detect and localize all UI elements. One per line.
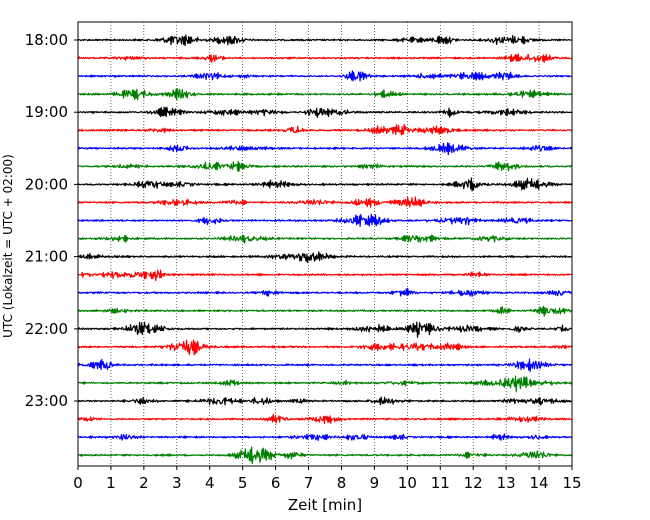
- x-tick-label: 5: [238, 474, 248, 492]
- trace-line: [77, 88, 572, 101]
- trace-line: [77, 287, 572, 298]
- x-tick-label: 6: [271, 474, 281, 492]
- trace-line: [77, 123, 573, 136]
- trace-line: [77, 70, 572, 82]
- trace-line: [77, 161, 572, 173]
- trace-line: [77, 433, 572, 442]
- y-tick-label: 19:00: [25, 103, 68, 121]
- y-axis-label: UTC (Lokalzeit = UTC + 02:00): [1, 154, 15, 338]
- x-tick-label: 12: [464, 474, 483, 492]
- trace-line: [77, 251, 572, 264]
- trace-line: [77, 196, 572, 208]
- trace-line: [77, 53, 572, 64]
- trace-line: [77, 446, 572, 465]
- trace-line: [77, 177, 573, 192]
- x-tick-label: 0: [73, 474, 83, 492]
- x-tick-label: 1: [106, 474, 116, 492]
- plot-frame: [77, 21, 573, 467]
- trace-line: [77, 339, 573, 356]
- y-tick-label: 18:00: [25, 31, 68, 49]
- x-tick-label: 2: [139, 474, 149, 492]
- trace-line: [77, 358, 572, 372]
- x-tick-label: 9: [370, 474, 380, 492]
- x-tick-label: 11: [431, 474, 450, 492]
- trace-line: [77, 213, 572, 227]
- traces: [77, 34, 573, 465]
- x-tick-label: 3: [172, 474, 182, 492]
- trace-line: [77, 375, 573, 393]
- x-tick-label: 10: [398, 474, 417, 492]
- x-axis: 0 1 2 3 4 5 6 7 8 9 10 11 12 13 14 15: [73, 466, 582, 492]
- trace-line: [77, 396, 572, 406]
- y-tick-label: 21:00: [25, 248, 68, 266]
- y-tick-label: 20:00: [25, 175, 68, 193]
- trace-line: [77, 269, 572, 282]
- trace-line: [77, 34, 572, 47]
- y-axis: 18:00 19:00 20:00 21:00 22:00 23:00: [25, 31, 78, 410]
- x-tick-label: 8: [337, 474, 347, 492]
- x-tick-label: 15: [562, 474, 581, 492]
- trace-line: [77, 142, 573, 156]
- x-tick-label: 7: [304, 474, 314, 492]
- trace-line: [77, 413, 572, 425]
- plot-area: [78, 22, 572, 466]
- trace-line: [77, 305, 573, 317]
- y-tick-label: 23:00: [25, 392, 68, 410]
- y-tick-label: 22:00: [25, 320, 68, 338]
- x-tick-label: 13: [497, 474, 516, 492]
- x-tick-label: 4: [205, 474, 215, 492]
- x-axis-label: Zeit [min]: [288, 496, 362, 514]
- trace-line: [77, 234, 572, 244]
- vertical-grid: [110, 22, 540, 466]
- trace-line: [77, 321, 572, 338]
- x-tick-label: 14: [530, 474, 549, 492]
- trace-line: [77, 106, 572, 119]
